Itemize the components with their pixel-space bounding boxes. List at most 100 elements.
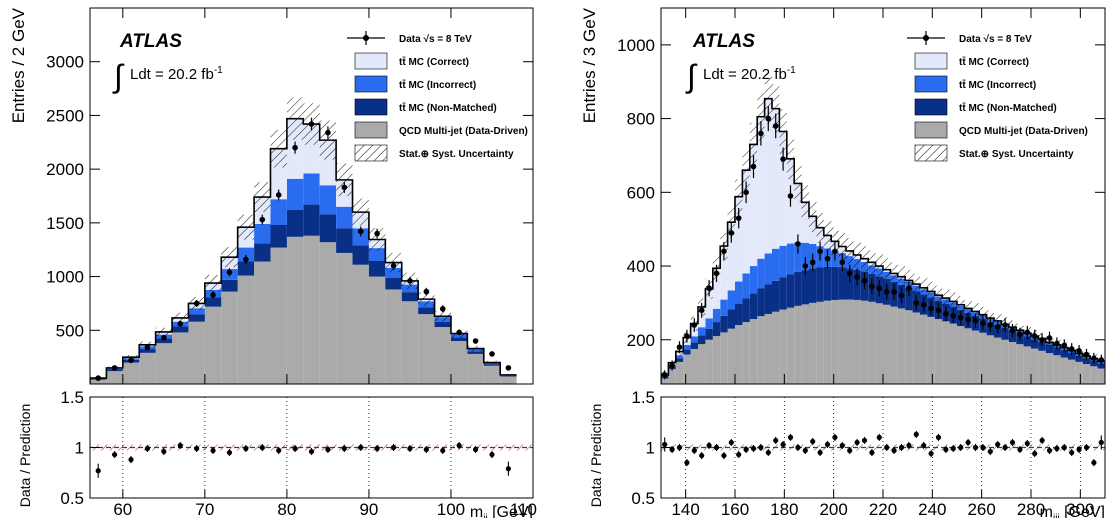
data-point	[869, 283, 875, 290]
ratio-point	[802, 447, 808, 454]
bar-tt-mc-non-matched-	[1023, 336, 1031, 347]
bar-qcd-multi-jet-data-driven-	[920, 314, 928, 384]
bar-tt-mc-non-matched-	[1045, 344, 1054, 354]
bar-tt-mc-correct-	[720, 246, 728, 300]
bar-qcd-multi-jet-data-driven-	[204, 306, 222, 384]
bar-qcd-multi-jet-data-driven-	[368, 276, 386, 384]
data-point	[308, 121, 315, 127]
legend-label-incorrect: tt̄ MC (Incorrect)	[959, 79, 1036, 91]
bar-tt-mc-incorrect-	[254, 223, 271, 244]
bar-qcd-multi-jet-data-driven-	[749, 319, 758, 384]
bar-qcd-multi-jet-data-driven-	[794, 305, 802, 384]
ratio-point	[876, 434, 882, 440]
luminosity-unit-exponent: -1	[214, 65, 223, 76]
bar-qcd-multi-jet-data-driven-	[500, 376, 517, 384]
ratio-point	[1076, 446, 1082, 453]
ratio-point	[750, 445, 757, 452]
ratio-point	[743, 446, 749, 453]
bar-tt-mc-non-matched-	[221, 279, 238, 292]
bar-tt-mc-non-matched-	[336, 228, 353, 253]
ratio-point	[854, 439, 860, 446]
ratio-point	[472, 446, 479, 453]
ratio-point	[706, 442, 712, 449]
x-tick-label: 180	[770, 500, 798, 518]
y-tick-label: 2500	[46, 106, 84, 125]
bar-tt-mc-non-matched-	[1001, 327, 1009, 340]
bar-tt-mc-non-matched-	[757, 288, 765, 317]
bar-qcd-multi-jet-data-driven-	[188, 321, 205, 384]
ratio-point	[374, 445, 380, 452]
bar-tt-mc-non-matched-	[434, 321, 451, 328]
bar-tt-mc-non-matched-	[742, 298, 750, 323]
legend: Data √s = 8 TeV tt̄ MC (Correct) tt̄ MC (I…	[907, 31, 1088, 162]
ratio-point	[987, 448, 993, 455]
bar-tt-mc-non-matched-	[155, 338, 173, 344]
bar-qcd-multi-jet-data-driven-	[905, 310, 913, 384]
ratio-point	[194, 445, 200, 452]
ratio-point	[1046, 447, 1053, 454]
legend-swatch-uncertainty	[354, 144, 388, 162]
bar-qcd-multi-jet-data-driven-	[1008, 341, 1017, 384]
bar-tt-mc-incorrect-	[727, 290, 735, 310]
bar-qcd-multi-jet-data-driven-	[483, 365, 501, 384]
bar-tt-mc-non-matched-	[1038, 341, 1046, 351]
data-point	[243, 256, 249, 263]
plot-area	[90, 97, 517, 384]
data-point	[943, 311, 949, 317]
ratio-point	[662, 441, 668, 448]
bar-tt-mc-non-matched-	[764, 284, 772, 314]
data-point	[1009, 327, 1016, 334]
bar-tt-mc-non-matched-	[712, 322, 721, 337]
data-point	[390, 263, 397, 269]
bar-qcd-multi-jet-data-driven-	[1097, 368, 1105, 384]
ratio-point	[292, 445, 298, 452]
bar-qcd-multi-jet-data-driven-	[875, 303, 883, 384]
bar-tt-mc-non-matched-	[418, 307, 435, 315]
data-point	[325, 129, 331, 136]
legend-swatch-qcd	[354, 121, 388, 139]
data-point	[1054, 340, 1060, 347]
bar-qcd-multi-jet-data-driven-	[286, 236, 304, 384]
ratio-point	[161, 448, 167, 455]
ratio-point	[728, 439, 734, 446]
bar-tt-mc-correct-	[764, 98, 772, 254]
data-point	[839, 259, 846, 266]
x-axis-label-subscript: iii	[1053, 513, 1060, 518]
ratio-point	[906, 442, 912, 449]
ratio-y-tick-label: 0.5	[631, 489, 655, 508]
integral-sign: ∫	[112, 58, 125, 94]
bar-tt-mc-non-matched-	[237, 261, 255, 276]
ratio-point	[898, 444, 905, 451]
data-point	[275, 192, 282, 198]
bar-qcd-multi-jet-data-driven-	[434, 327, 451, 384]
x-tick-label: 80	[277, 500, 296, 518]
data-point	[1068, 346, 1075, 352]
ratio-point	[144, 445, 151, 452]
bar-qcd-multi-jet-data-driven-	[712, 336, 721, 384]
data-point	[292, 144, 298, 151]
ratio-point	[691, 447, 697, 454]
plot-area	[661, 73, 1105, 384]
data-point	[972, 317, 979, 324]
ratio-point	[456, 442, 462, 449]
data-point	[928, 305, 934, 312]
x-tick-label: 90	[359, 500, 378, 518]
legend-swatch-incorrect	[354, 75, 388, 93]
bar-qcd-multi-jet-data-driven-	[860, 300, 869, 384]
data-point	[957, 314, 964, 321]
bar-tt-mc-non-matched-	[483, 364, 501, 366]
ratio-point	[1091, 460, 1097, 466]
data-point	[691, 322, 698, 328]
ratio-panel: 0.5 1 1.5 60 70 80 90 100 110 Data / Prediction	[17, 388, 537, 518]
bar-tt-mc-incorrect-	[385, 267, 402, 278]
ratio-point	[128, 457, 134, 463]
bar-qcd-multi-jet-data-driven-	[450, 341, 468, 384]
bar-qcd-multi-jet-data-driven-	[303, 235, 320, 384]
ratio-point	[928, 450, 934, 457]
legend-swatch-correct	[354, 52, 388, 70]
data-point	[1046, 335, 1053, 341]
x-tick-label: 100	[437, 500, 465, 518]
data-point	[95, 375, 102, 381]
bar-qcd-multi-jet-data-driven-	[237, 275, 255, 384]
